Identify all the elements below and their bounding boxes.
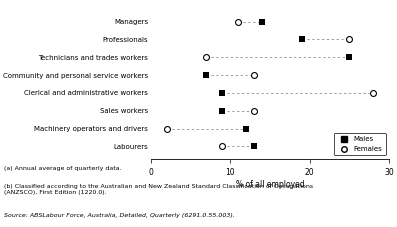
Point xyxy=(299,38,305,41)
Point xyxy=(243,127,249,130)
Point xyxy=(219,145,225,148)
Point xyxy=(203,73,210,77)
X-axis label: % of all employed: % of all employed xyxy=(236,180,304,189)
Point xyxy=(251,109,257,113)
Text: Source: ABSLabour Force, Australia, Detailed, Quarterly (6291.0.55.003).: Source: ABSLabour Force, Australia, Deta… xyxy=(4,213,235,218)
Point xyxy=(235,20,241,23)
Point xyxy=(219,109,225,113)
Point xyxy=(346,38,353,41)
Text: (b) Classified according to the Australian and New Zealand Standard Classificati: (b) Classified according to the Australi… xyxy=(4,184,313,195)
Point xyxy=(259,20,265,23)
Point xyxy=(251,73,257,77)
Point xyxy=(203,55,210,59)
Text: (a) Annual average of quarterly data.: (a) Annual average of quarterly data. xyxy=(4,166,121,171)
Point xyxy=(219,91,225,95)
Point xyxy=(251,145,257,148)
Point xyxy=(164,127,170,130)
Legend: Males, Females: Males, Females xyxy=(334,133,385,155)
Point xyxy=(346,55,353,59)
Point xyxy=(370,91,376,95)
